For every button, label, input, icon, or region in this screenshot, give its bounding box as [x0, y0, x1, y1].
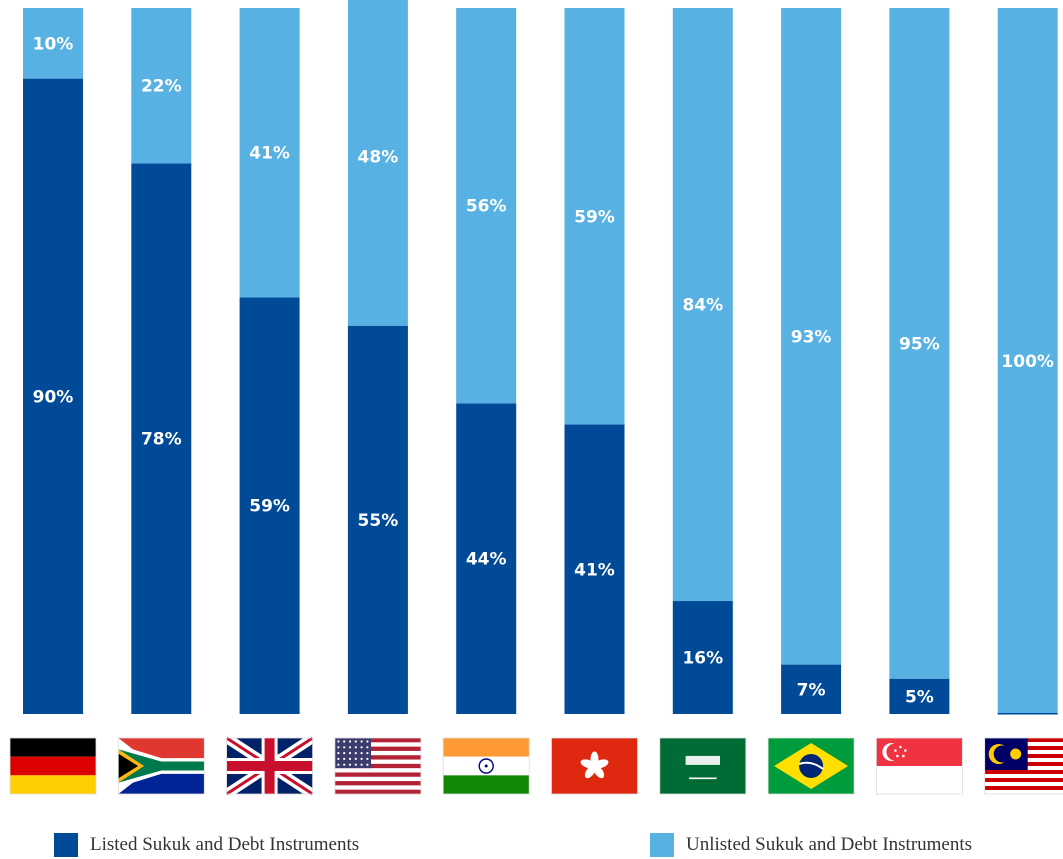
label-unlisted-malaysia: 100%: [1001, 352, 1054, 372]
bar-unlisted-brazil: [781, 8, 842, 665]
bar-unlisted-singapore: [889, 8, 950, 679]
legend-label-listed: Listed Sukuk and Debt Instruments: [90, 834, 360, 855]
bar-listed-uk: [239, 297, 300, 714]
flags-group: [9, 733, 1063, 799]
bar-listed-usa: [347, 325, 408, 714]
bar-listed-germany: [23, 78, 83, 715]
label-listed-usa: 55%: [358, 511, 399, 531]
label-unlisted-singapore: 95%: [899, 334, 940, 354]
bar-unlisted-south-africa: [131, 8, 192, 164]
bars-group: 90% 10% 78% 22% 59% 41% 55% 48% 44% 56% 41% 59% 16% 8…: [23, 0, 1058, 715]
label-listed-south-africa: 78%: [141, 430, 182, 450]
stacked-bar-chart: 90% 10% 78% 22% 59% 41% 55% 48% 44% 56% 41% 59% 16% 8…: [9, 0, 1063, 799]
label-listed-singapore: 5%: [905, 687, 934, 707]
label-listed-saudi-arabia: 16%: [682, 649, 723, 669]
germany-flag: [9, 737, 97, 795]
label-unlisted-india: 56%: [466, 197, 507, 217]
bar-listed-south-africa: [131, 163, 192, 714]
malaysia-flag: [984, 737, 1063, 795]
label-listed-uk: 59%: [249, 497, 290, 517]
label-listed-germany: 90%: [33, 387, 74, 407]
legend-swatch-unlisted: [650, 833, 674, 857]
label-unlisted-brazil: 93%: [791, 327, 832, 347]
label-listed-brazil: 7%: [797, 680, 826, 700]
bar-listed-saudi-arabia: [672, 601, 733, 714]
legend-swatch-listed: [54, 833, 78, 857]
usa-flag: [334, 737, 422, 795]
label-unlisted-uk: 41%: [249, 144, 290, 164]
bar-unlisted-saudi-arabia: [672, 8, 733, 602]
label-unlisted-usa: 48%: [358, 147, 399, 167]
legend-item-unlisted: Unlisted Sukuk and Debt Instruments: [650, 833, 972, 857]
label-unlisted-germany: 10%: [33, 34, 74, 54]
label-unlisted-south-africa: 22%: [141, 77, 182, 97]
label-listed-hong-kong: 41%: [574, 560, 615, 580]
bar-unlisted-uk: [239, 8, 300, 298]
legend-item-listed: Listed Sukuk and Debt Instruments: [54, 833, 359, 857]
uk-flag: [223, 733, 316, 799]
bar-listed-singapore: [889, 678, 950, 714]
bar-listed-brazil: [781, 664, 842, 714]
bar-listed-india: [456, 403, 517, 714]
bar-unlisted-usa: [347, 0, 408, 326]
label-unlisted-hong-kong: 59%: [574, 207, 615, 227]
singapore-flag: [876, 737, 963, 795]
bar-listed-hong-kong: [564, 424, 625, 714]
label-listed-india: 44%: [466, 550, 507, 570]
legend-label-unlisted: Unlisted Sukuk and Debt Instruments: [686, 834, 973, 855]
saudi-arabia-flag: [659, 737, 747, 795]
brazil-flag: [767, 737, 855, 795]
bar-unlisted-india: [456, 8, 517, 404]
bar-unlisted-germany: [23, 8, 83, 79]
bar-unlisted-malaysia: [997, 8, 1058, 714]
bar-listed-baseline-malaysia: [997, 713, 1058, 715]
bar-unlisted-hong-kong: [564, 8, 625, 425]
south-africa-flag: [117, 737, 205, 795]
india-flag: [442, 737, 530, 795]
label-unlisted-saudi-arabia: 84%: [682, 296, 723, 316]
hong-kong-flag: [551, 737, 638, 795]
